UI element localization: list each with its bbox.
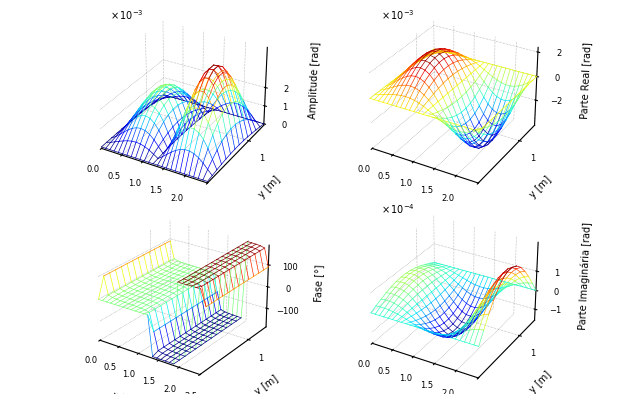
Y-axis label: y [m]: y [m] [257,174,283,200]
Text: $\times\,10^{-3}$: $\times\,10^{-3}$ [110,8,144,22]
Text: $\times\,10^{-4}$: $\times\,10^{-4}$ [381,203,415,216]
Text: $\times\,10^{-3}$: $\times\,10^{-3}$ [381,8,415,22]
Y-axis label: y [m]: y [m] [528,369,553,394]
X-axis label: x [m]: x [m] [390,200,418,217]
X-axis label: x [m]: x [m] [119,200,147,217]
Y-axis label: y [m]: y [m] [253,374,280,394]
X-axis label: x [m]: x [m] [112,389,139,394]
Y-axis label: y [m]: y [m] [528,174,553,200]
